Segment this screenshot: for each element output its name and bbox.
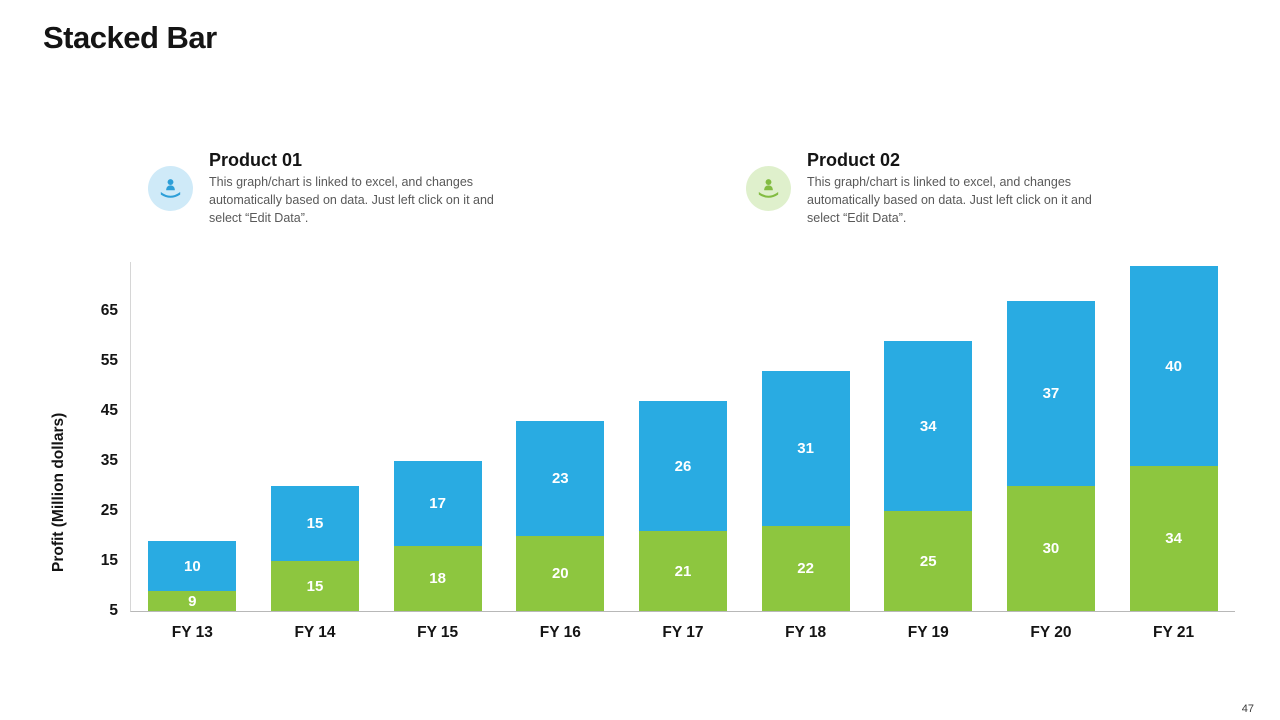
bar-segment-product-01[interactable]: 17 (393, 461, 482, 546)
page-title: Stacked Bar (43, 20, 217, 55)
hand-presenting-icon (148, 166, 193, 211)
x-axis-label: FY 14 (294, 624, 336, 641)
bar-segment-product-02[interactable]: 20 (516, 536, 605, 611)
bar-fy-20[interactable]: 37 30 FY 20 (1006, 301, 1095, 641)
data-label: 25 (919, 552, 937, 570)
bar-fy-13[interactable]: 10 9 FY 13 (148, 541, 237, 641)
data-label: 37 (1042, 385, 1060, 402)
data-label: 34 (919, 417, 937, 435)
hand-presenting-icon (746, 166, 791, 211)
bar-fy-16[interactable]: 23 20 FY 16 (516, 421, 605, 641)
data-label: 31 (797, 440, 814, 457)
data-label: 22 (797, 560, 814, 577)
legend-heading: Product 01 (209, 150, 303, 170)
data-label: 9 (188, 592, 197, 610)
data-label: 26 (674, 457, 692, 475)
y-tick-25: 25 (100, 502, 118, 519)
bar-segment-product-01[interactable]: 10 (148, 541, 237, 591)
y-tick-45: 45 (100, 402, 118, 419)
y-tick-55: 55 (100, 352, 118, 369)
bar-segment-product-01[interactable]: 26 (638, 401, 727, 531)
data-label: 23 (551, 470, 569, 487)
x-axis-label: FY 19 (907, 624, 949, 641)
bar-segment-product-01[interactable]: 23 (516, 421, 605, 536)
data-label: 34 (1165, 530, 1182, 547)
bar-segment-product-01[interactable]: 34 (884, 341, 973, 511)
y-tick-15: 15 (100, 552, 118, 569)
x-axis-label: FY 13 (171, 624, 213, 641)
legend-text: Product 01 This graph/chart is linked to… (209, 150, 524, 227)
bar-segment-product-02[interactable]: 22 (761, 526, 850, 611)
x-axis-label: FY 20 (1030, 624, 1072, 641)
legend-text: Product 02 This graph/chart is linked to… (807, 150, 1122, 227)
data-label: 10 (183, 557, 201, 575)
data-label: 18 (429, 570, 446, 587)
bar-segment-product-01[interactable]: 15 (270, 486, 359, 561)
y-tick-65: 65 (100, 302, 118, 319)
bar-fy-18[interactable]: 31 22 FY 18 (761, 371, 850, 641)
legend-description: This graph/chart is linked to excel, and… (209, 175, 494, 225)
x-axis-label: FY 16 (539, 624, 581, 641)
y-tick-5: 5 (109, 602, 118, 619)
data-label: 15 (306, 515, 324, 532)
x-axis-label: FY 21 (1153, 624, 1195, 641)
y-tick-35: 35 (100, 452, 118, 469)
bar-segment-product-02[interactable]: 15 (270, 561, 359, 611)
data-label: 30 (1042, 540, 1060, 557)
bar-segment-product-02[interactable]: 9 (148, 591, 237, 611)
legend-product-01: Product 01 This graph/chart is linked to… (148, 150, 524, 227)
bar-segment-product-02[interactable]: 30 (1006, 486, 1095, 611)
bar-segment-product-02[interactable]: 34 (1129, 466, 1218, 611)
data-label: 21 (674, 562, 692, 580)
stacked-bar-chart[interactable]: 5 15 25 35 45 55 65 10 9 FY 13 15 15 FY 14 17 18 FY 15… (101, 262, 1235, 641)
x-axis-label: FY 17 (662, 624, 704, 641)
data-label: 20 (551, 565, 569, 582)
bar-segment-product-02[interactable]: 25 (884, 511, 973, 611)
bar-fy-19[interactable]: 34 25 FY 19 (884, 341, 973, 641)
legend-product-02: Product 02 This graph/chart is linked to… (746, 150, 1122, 227)
legend-description: This graph/chart is linked to excel, and… (807, 175, 1092, 225)
bar-segment-product-01[interactable]: 31 (761, 371, 850, 526)
page-number: 47 (1241, 703, 1254, 715)
bar-fy-17[interactable]: 26 21 FY 17 (638, 401, 727, 641)
bar-segment-product-02[interactable]: 21 (638, 531, 727, 611)
data-label: 40 (1165, 357, 1182, 375)
data-label: 15 (306, 577, 324, 595)
bar-segment-product-01[interactable]: 37 (1006, 301, 1095, 486)
y-axis-title: Profit (Million dollars) (50, 412, 67, 572)
bar-fy-14[interactable]: 15 15 FY 14 (270, 486, 359, 641)
bars: 10 9 FY 13 15 15 FY 14 17 18 FY 15 23 20 FY 16 26 21 F… (131, 262, 1235, 641)
legend-heading: Product 02 (807, 150, 901, 170)
bar-segment-product-02[interactable]: 18 (393, 546, 482, 611)
data-label: 17 (429, 495, 446, 512)
x-axis-label: FY 18 (785, 624, 827, 641)
bar-fy-21[interactable]: 40 34 FY 21 (1129, 266, 1218, 641)
bar-segment-product-01[interactable]: 40 (1129, 266, 1218, 466)
x-axis-label: FY 15 (417, 624, 459, 641)
bar-fy-15[interactable]: 17 18 FY 15 (393, 461, 482, 641)
